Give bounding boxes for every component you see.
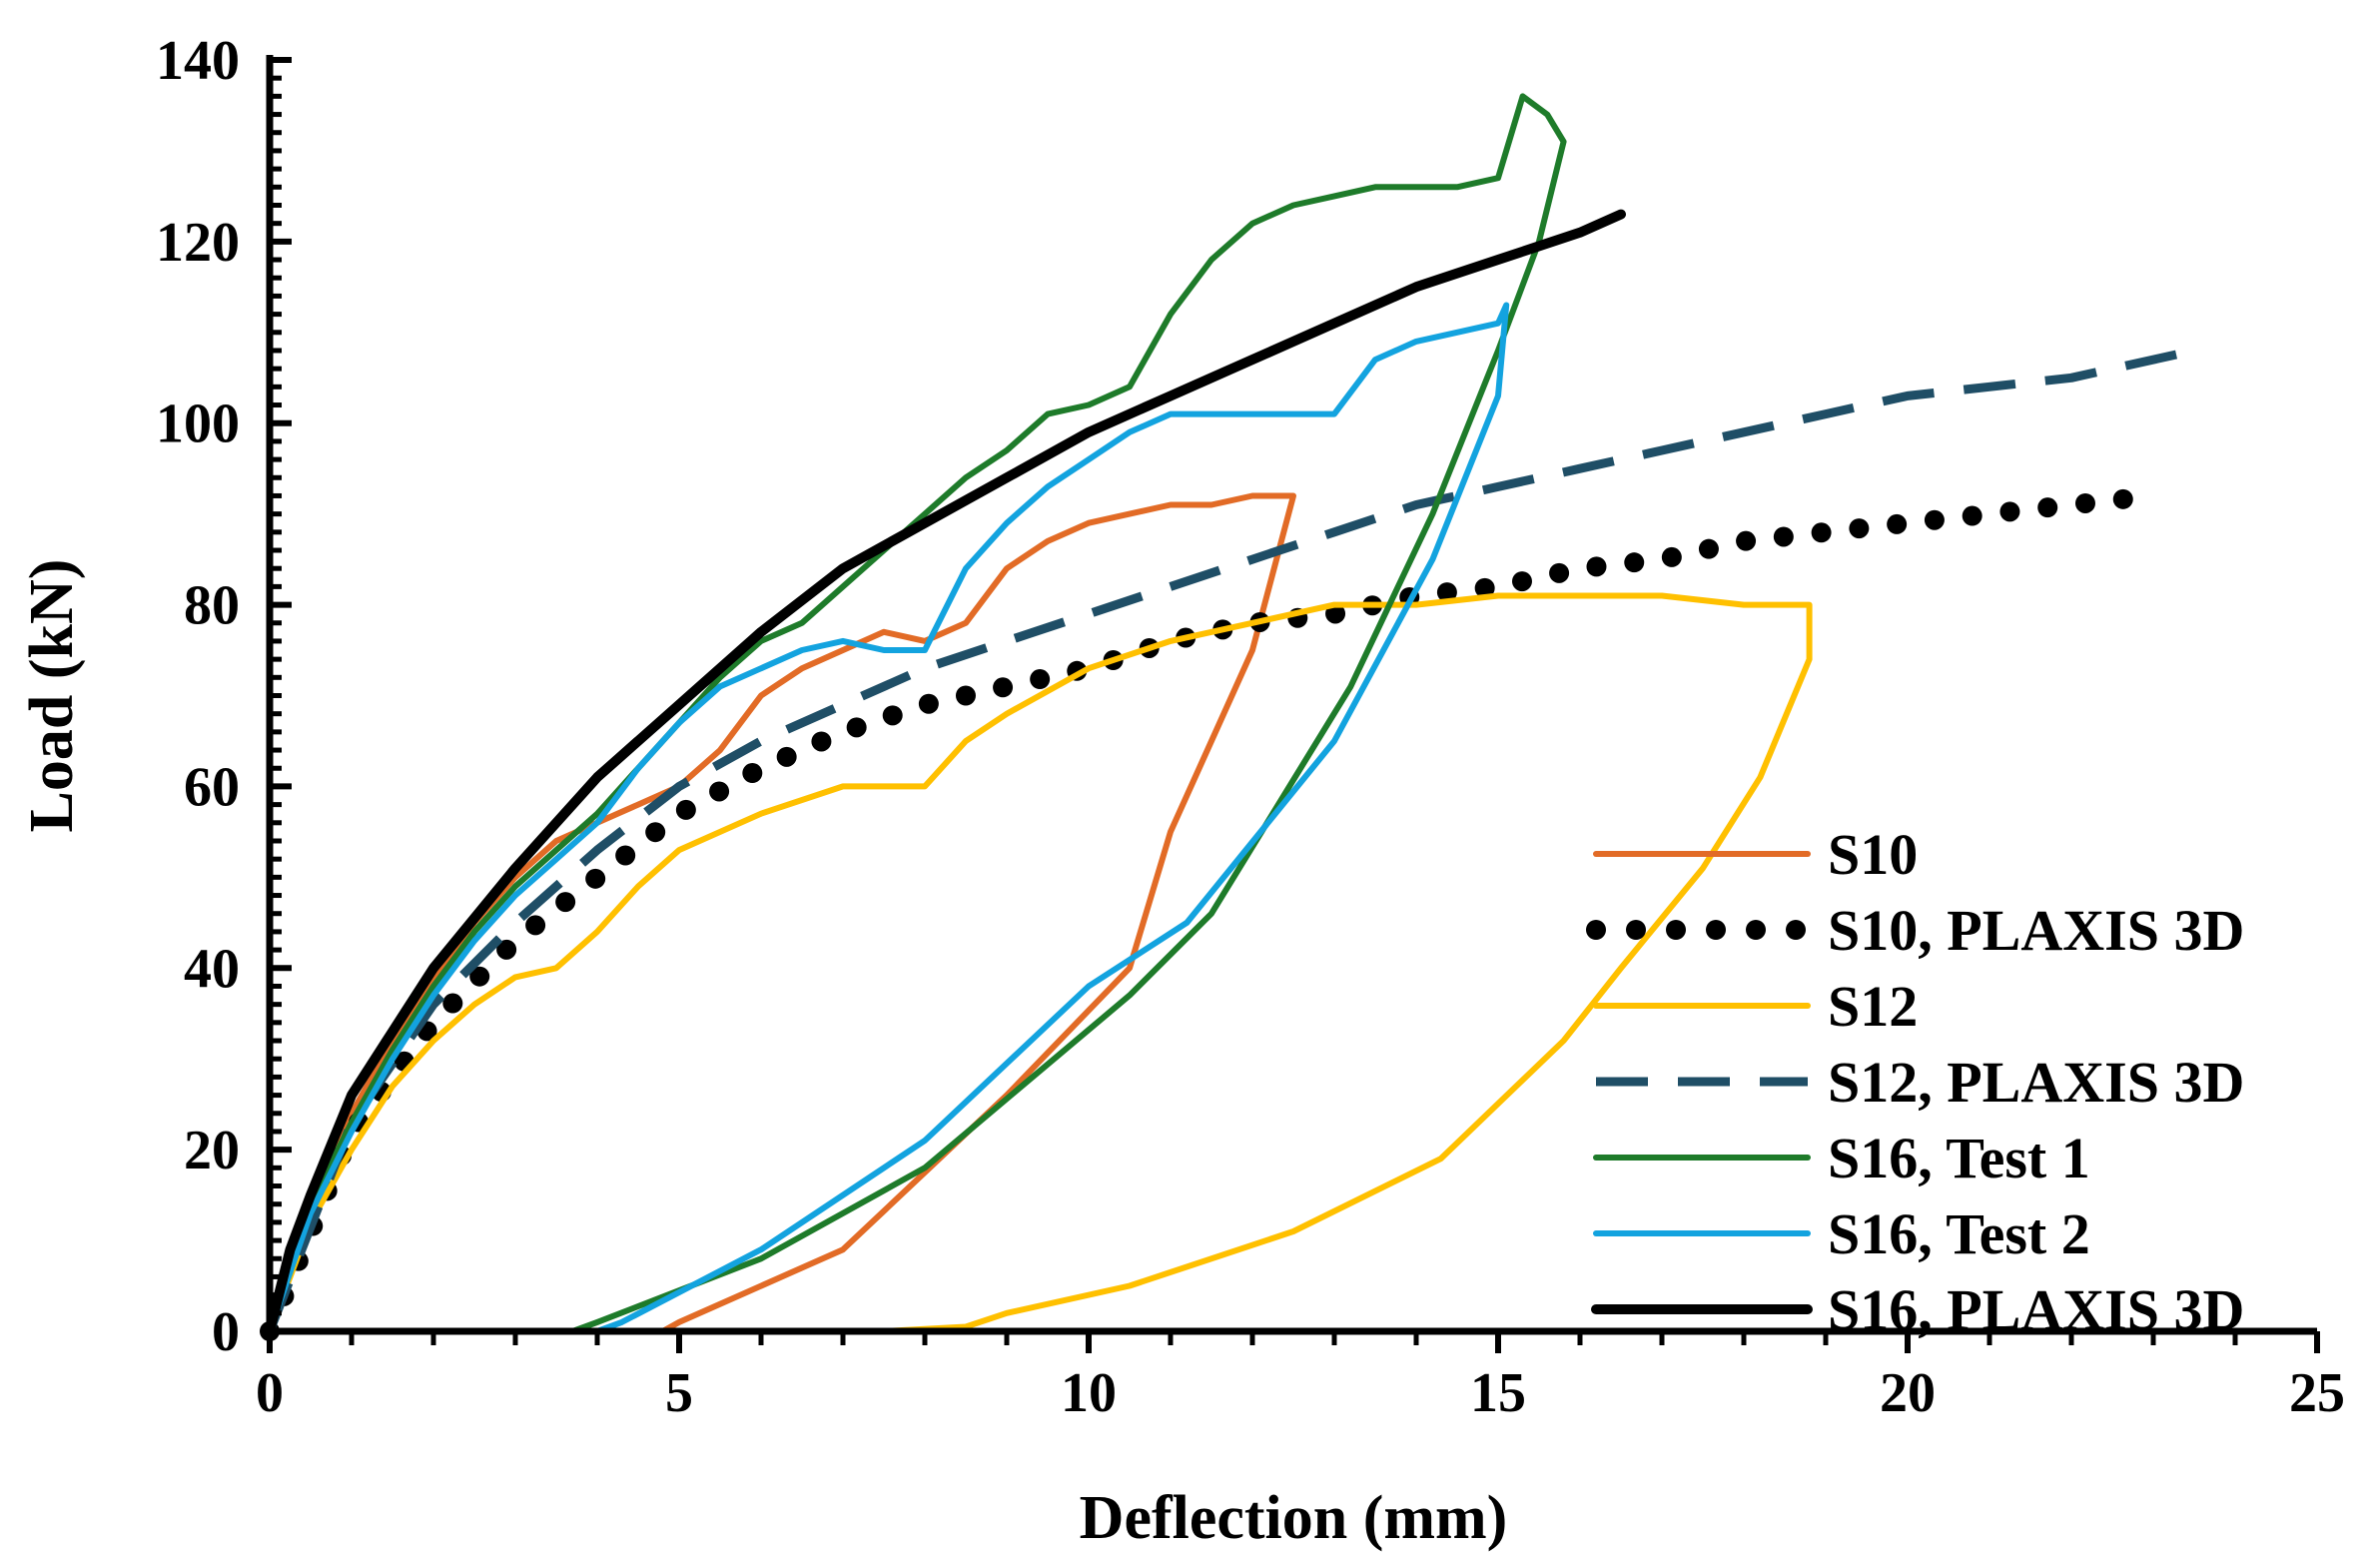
x-tick-label: 15 (1470, 1362, 1526, 1424)
x-tick-label: 0 (256, 1362, 284, 1424)
x-tick-label: 25 (2289, 1362, 2345, 1424)
legend-label-s10-plaxis-3d: S10, PLAXIS 3D (1828, 898, 2244, 963)
x-tick-label: 5 (665, 1362, 693, 1424)
x-axis-title: Deflection (mm) (1080, 1484, 1508, 1552)
y-tick-label: 140 (156, 30, 240, 92)
series-line-s12-plaxis-3d (265, 346, 2195, 1333)
legend-label-s16-test-1: S16, Test 1 (1828, 1126, 2090, 1190)
y-tick-label: 40 (184, 938, 240, 1000)
series-line-s16-test-2 (267, 302, 1510, 1334)
series-line-s16-plaxis-3d (265, 209, 1626, 1336)
y-axis-title: Load (kN) (18, 559, 86, 833)
series-layer (260, 93, 2195, 1341)
series-line-s16-test-1 (267, 93, 1567, 1334)
legend-label-s16-test-2: S16, Test 2 (1828, 1201, 2090, 1266)
legend: S10 S10, PLAXIS 3D S12 S12, PLAXIS 3D S16, T… (1586, 822, 2244, 1342)
x-tick-label: 20 (1880, 1362, 1936, 1424)
y-tick-label: 100 (156, 393, 240, 455)
series-line-s12 (267, 592, 1813, 1334)
legend-label-s16-plaxis-3d: S16, PLAXIS 3D (1828, 1277, 2244, 1342)
legend-label-s10: S10 (1828, 822, 1918, 887)
y-tick-label: 0 (212, 1301, 240, 1363)
legend-label-s12: S12 (1828, 974, 1918, 1039)
x-tick-label: 10 (1061, 1362, 1117, 1424)
axes-layer (266, 55, 2320, 1353)
legend-label-s12-plaxis-3d: S12, PLAXIS 3D (1828, 1050, 2244, 1115)
tick-labels: 0 20 40 60 80 100 120 140 0 5 10 15 20 25 (156, 30, 2345, 1424)
y-tick-label: 20 (184, 1120, 240, 1181)
y-tick-label: 80 (184, 575, 240, 637)
y-tick-label: 60 (184, 756, 240, 818)
y-tick-label: 120 (156, 212, 240, 274)
